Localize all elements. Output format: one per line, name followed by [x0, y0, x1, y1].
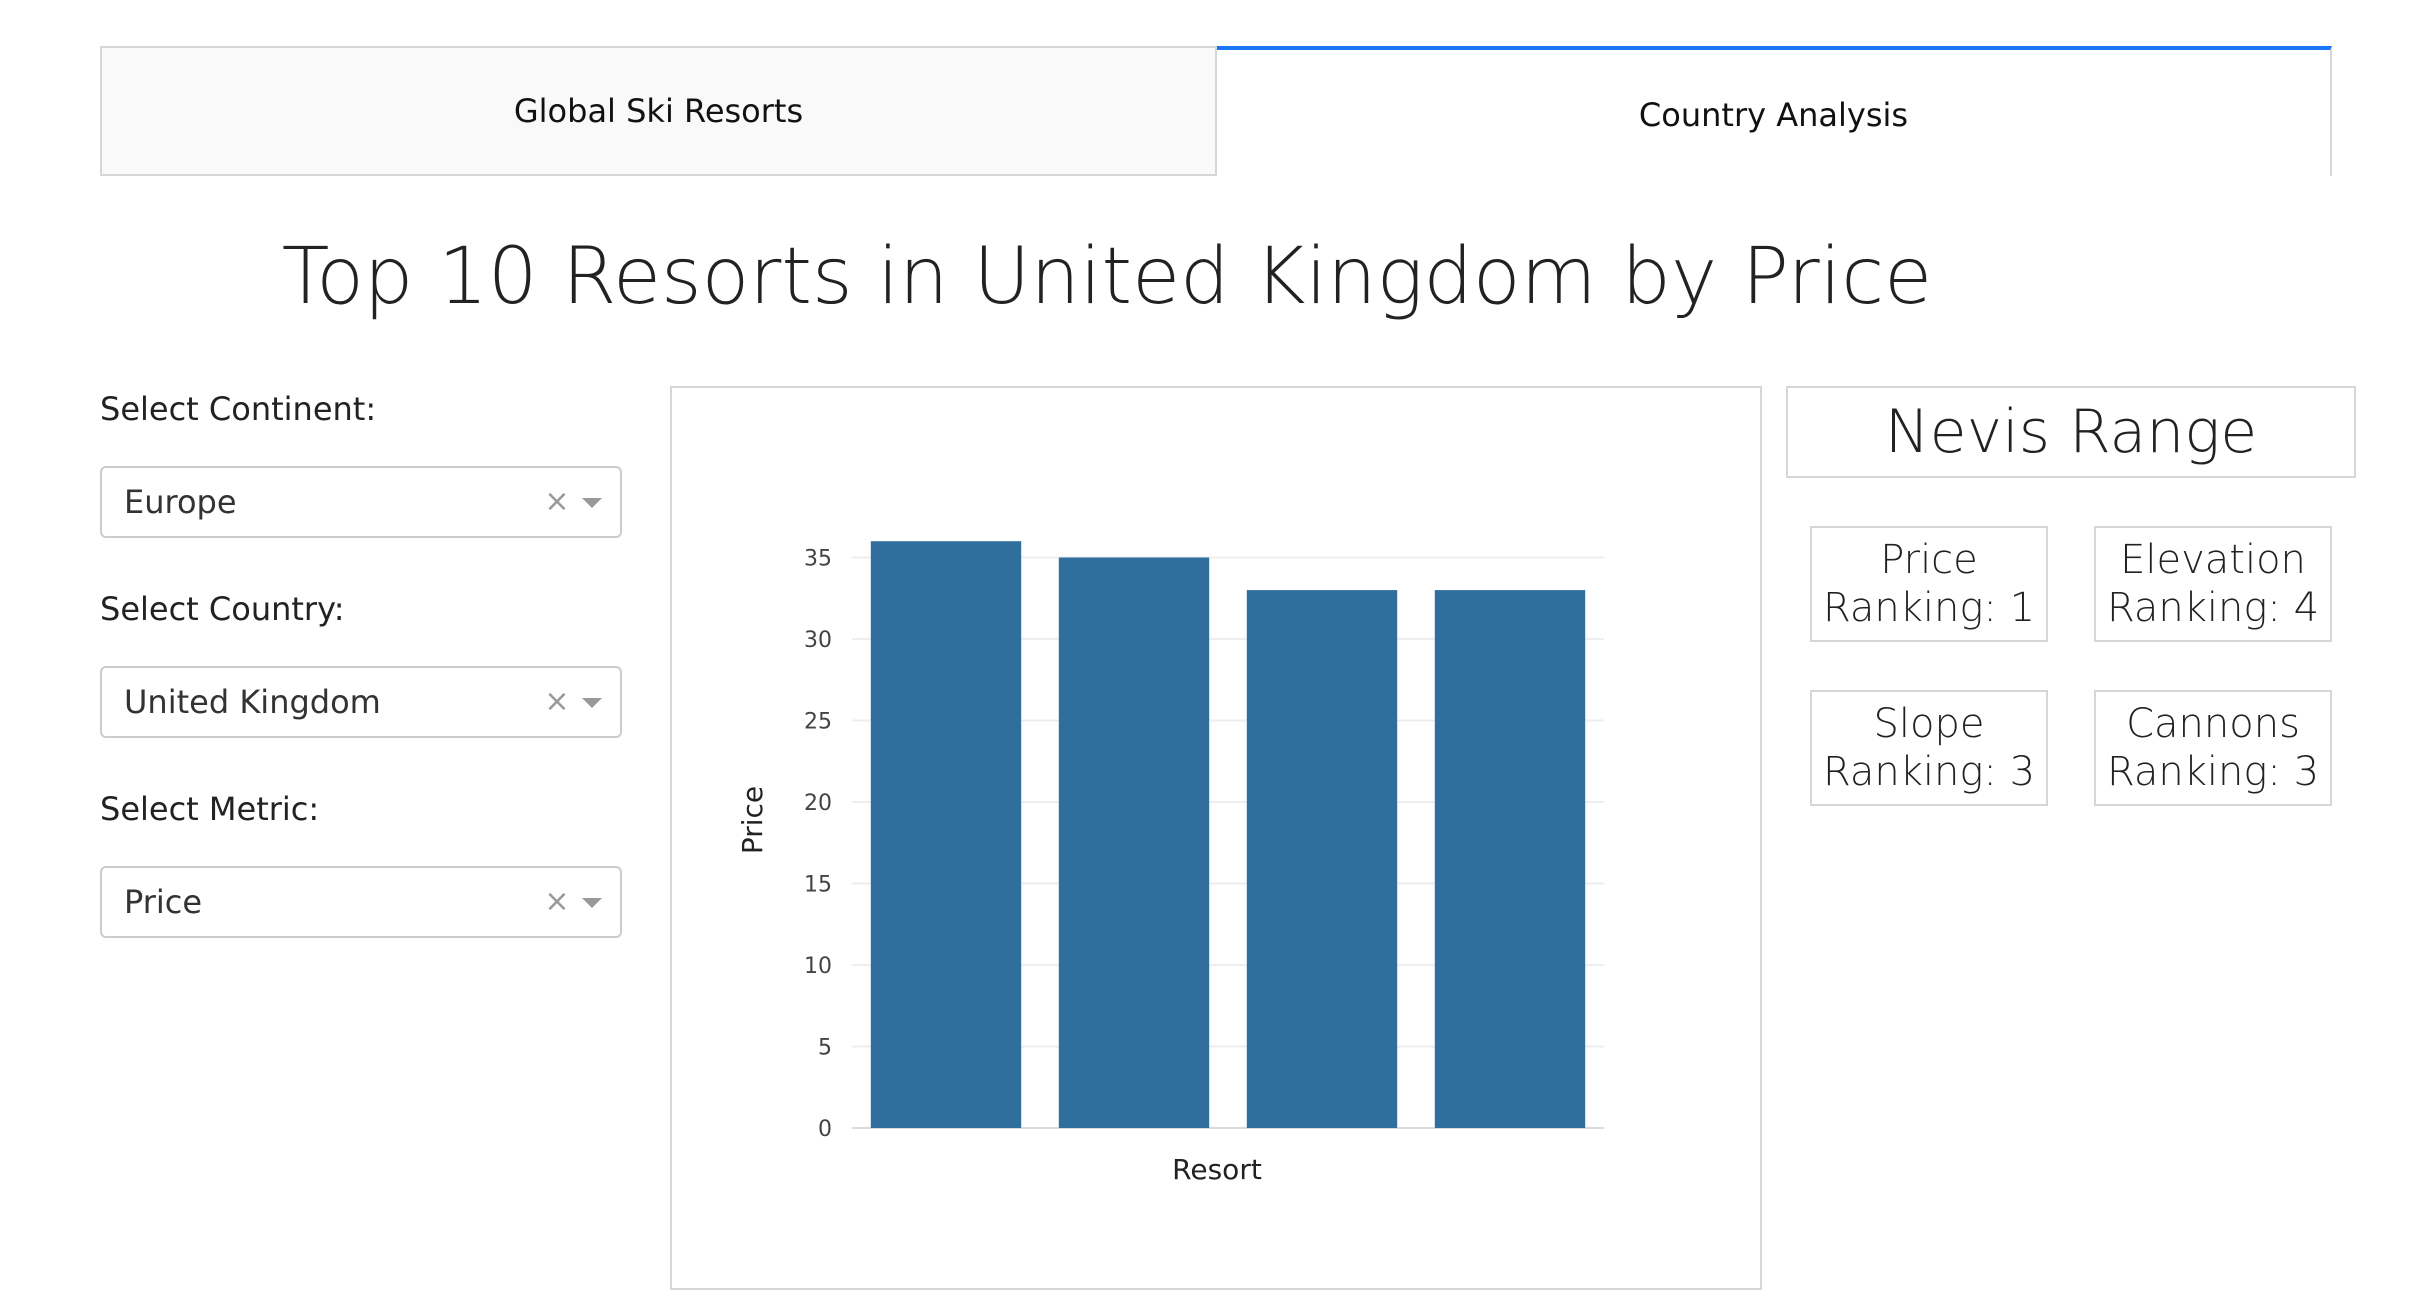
clear-icon[interactable]: × [544, 684, 570, 719]
clear-icon[interactable]: × [544, 484, 570, 519]
tab-bar: Global Ski Resorts Country Analysis [100, 46, 2332, 176]
y-tick-label: 20 [804, 791, 832, 816]
tab-global-ski-resorts[interactable]: Global Ski Resorts [100, 46, 1217, 176]
y-tick-label: 0 [818, 1117, 832, 1142]
chevron-down-icon[interactable] [582, 898, 602, 908]
metric-label: Select Metric: [100, 790, 320, 828]
y-tick-label: 30 [804, 628, 832, 653]
bar[interactable] [870, 541, 1022, 1128]
ranking-metric: Price [1880, 537, 1978, 583]
y-tick-label: 5 [818, 1036, 832, 1061]
chart-y-ticks: 0 5 10 15 20 25 30 35 [804, 547, 832, 1143]
y-tick-label: 35 [804, 547, 832, 572]
resort-name: Nevis Range [1786, 386, 2356, 478]
bar-chart: 0 5 10 15 20 25 30 35 Resort Price [736, 541, 1604, 1186]
ranking-value: Ranking: 3 [2106, 749, 2320, 795]
chart-bars [870, 541, 1586, 1129]
page-title: Top 10 Resorts in United Kingdom by Pric… [281, 232, 1933, 322]
continent-label: Select Continent: [100, 390, 377, 428]
cannons-ranking-card: Cannons Ranking: 3 [2094, 690, 2332, 806]
ranking-metric: Elevation [2120, 537, 2306, 583]
y-tick-label: 10 [804, 954, 832, 979]
elevation-ranking-card: Elevation Ranking: 4 [2094, 526, 2332, 642]
x-axis-label: Resort [1172, 1153, 1262, 1186]
chevron-down-icon[interactable] [582, 498, 602, 508]
country-value: United Kingdom [124, 683, 381, 721]
ranking-value: Ranking: 4 [2106, 585, 2320, 631]
y-axis-label: Price [736, 786, 769, 854]
ranking-value: Ranking: 3 [1822, 749, 2036, 795]
continent-value: Europe [124, 483, 237, 521]
ranking-metric: Cannons [2126, 701, 2300, 747]
metric-value: Price [124, 883, 203, 921]
tab-label: Country Analysis [1638, 96, 1909, 134]
price-ranking-card: Price Ranking: 1 [1810, 526, 2048, 642]
bar[interactable] [1058, 557, 1210, 1129]
tab-label: Global Ski Resorts [513, 92, 804, 130]
bar[interactable] [1246, 590, 1398, 1128]
ranking-metric: Slope [1873, 701, 1985, 747]
tab-country-analysis[interactable]: Country Analysis [1217, 46, 2332, 176]
chevron-down-icon[interactable] [582, 698, 602, 708]
ranking-value: Ranking: 1 [1822, 585, 2036, 631]
bar-chart-panel: 0 5 10 15 20 25 30 35 Resort Price [670, 386, 1762, 1290]
y-tick-label: 25 [804, 710, 832, 735]
continent-dropdown[interactable]: Europe × [100, 466, 622, 538]
country-dropdown[interactable]: United Kingdom × [100, 666, 622, 738]
metric-dropdown[interactable]: Price × [100, 866, 622, 938]
country-label: Select Country: [100, 590, 345, 628]
y-tick-label: 15 [804, 873, 832, 898]
clear-icon[interactable]: × [544, 884, 570, 919]
bar[interactable] [1434, 590, 1586, 1128]
slope-ranking-card: Slope Ranking: 3 [1810, 690, 2048, 806]
